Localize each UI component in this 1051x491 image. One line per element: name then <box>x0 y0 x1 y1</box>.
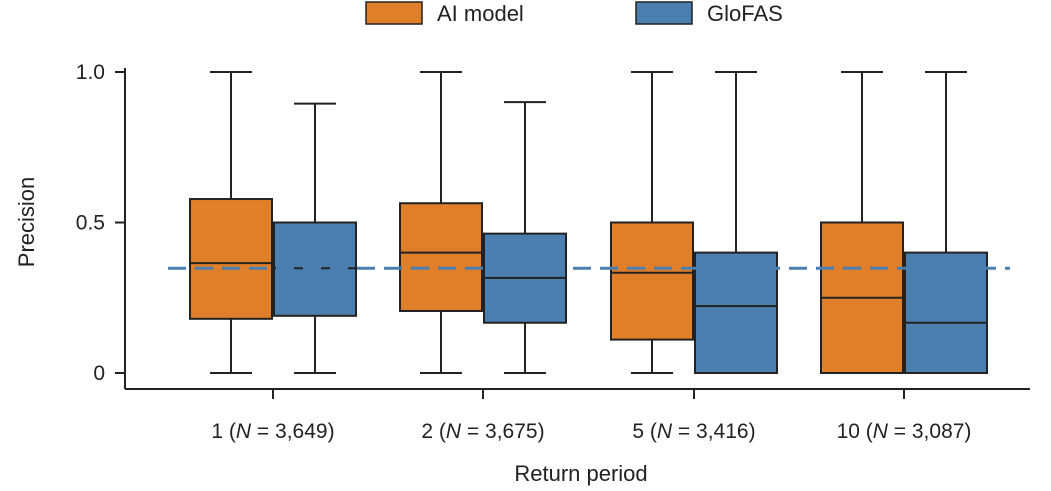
legend-item-ai-model: AI model <box>365 1 524 26</box>
axes: 00.51.01 (N = 3,649) 2 (N = 3,675) 5 (N = … <box>76 61 1030 443</box>
legend-label: AI model <box>437 1 524 26</box>
box-iqr <box>610 221 694 341</box>
plot-area <box>168 71 1010 375</box>
x-tick-label-italic: N <box>873 420 889 443</box>
x-axis-title: Return period <box>514 461 647 486</box>
box-ai-model-3 <box>610 71 694 374</box>
x-tick-label: 5 (N = 3,416) <box>632 420 755 443</box>
box-iqr <box>399 202 483 312</box>
y-tick-label: 0.5 <box>76 212 105 235</box>
x-tick-label-italic: N <box>236 420 252 443</box>
x-tick-label: 10 (N = 3,087) <box>837 420 972 443</box>
x-tick-label-suffix: = 3,649) <box>251 420 334 443</box>
box-glofas-2 <box>483 101 567 374</box>
box-glofas-4 <box>904 71 988 375</box>
legend-label: GloFAS <box>707 1 783 26</box>
box-glofas-1 <box>273 102 357 374</box>
legend-item-glofas: GloFAS <box>635 1 783 26</box>
x-tick-label: 2 (N = 3,675) <box>421 420 544 443</box>
x-tick-label-suffix: = 3,675) <box>461 420 544 443</box>
box-ai-model-1 <box>189 71 273 374</box>
x-tick-label-prefix: 10 ( <box>837 420 873 443</box>
x-tick-label-suffix: = 3,416) <box>672 420 755 443</box>
x-tick-label-prefix: 1 ( <box>211 420 236 443</box>
box-ai-model-2 <box>399 71 483 374</box>
legend-swatch <box>365 1 423 25</box>
x-tick-label: 1 (N = 3,649) <box>211 420 334 443</box>
x-tick-label-prefix: 2 ( <box>421 420 446 443</box>
x-tick-label-suffix: = 3,087) <box>888 420 971 443</box>
box-iqr <box>189 198 273 320</box>
y-axis-title: Precision <box>14 177 39 267</box>
box-ai-model-4 <box>820 71 904 374</box>
legend-swatch <box>635 1 693 25</box>
x-tick-label-italic: N <box>657 420 673 443</box>
box-iqr <box>694 251 778 375</box>
y-tick-label: 1.0 <box>76 61 105 84</box>
y-tick-label: 0 <box>93 362 105 385</box>
legend: AI model GloFAS <box>365 1 783 26</box>
box-glofas-3 <box>694 71 778 375</box>
x-tick-label-italic: N <box>446 420 462 443</box>
x-tick-label-prefix: 5 ( <box>632 420 657 443</box>
box-iqr <box>904 251 988 375</box>
